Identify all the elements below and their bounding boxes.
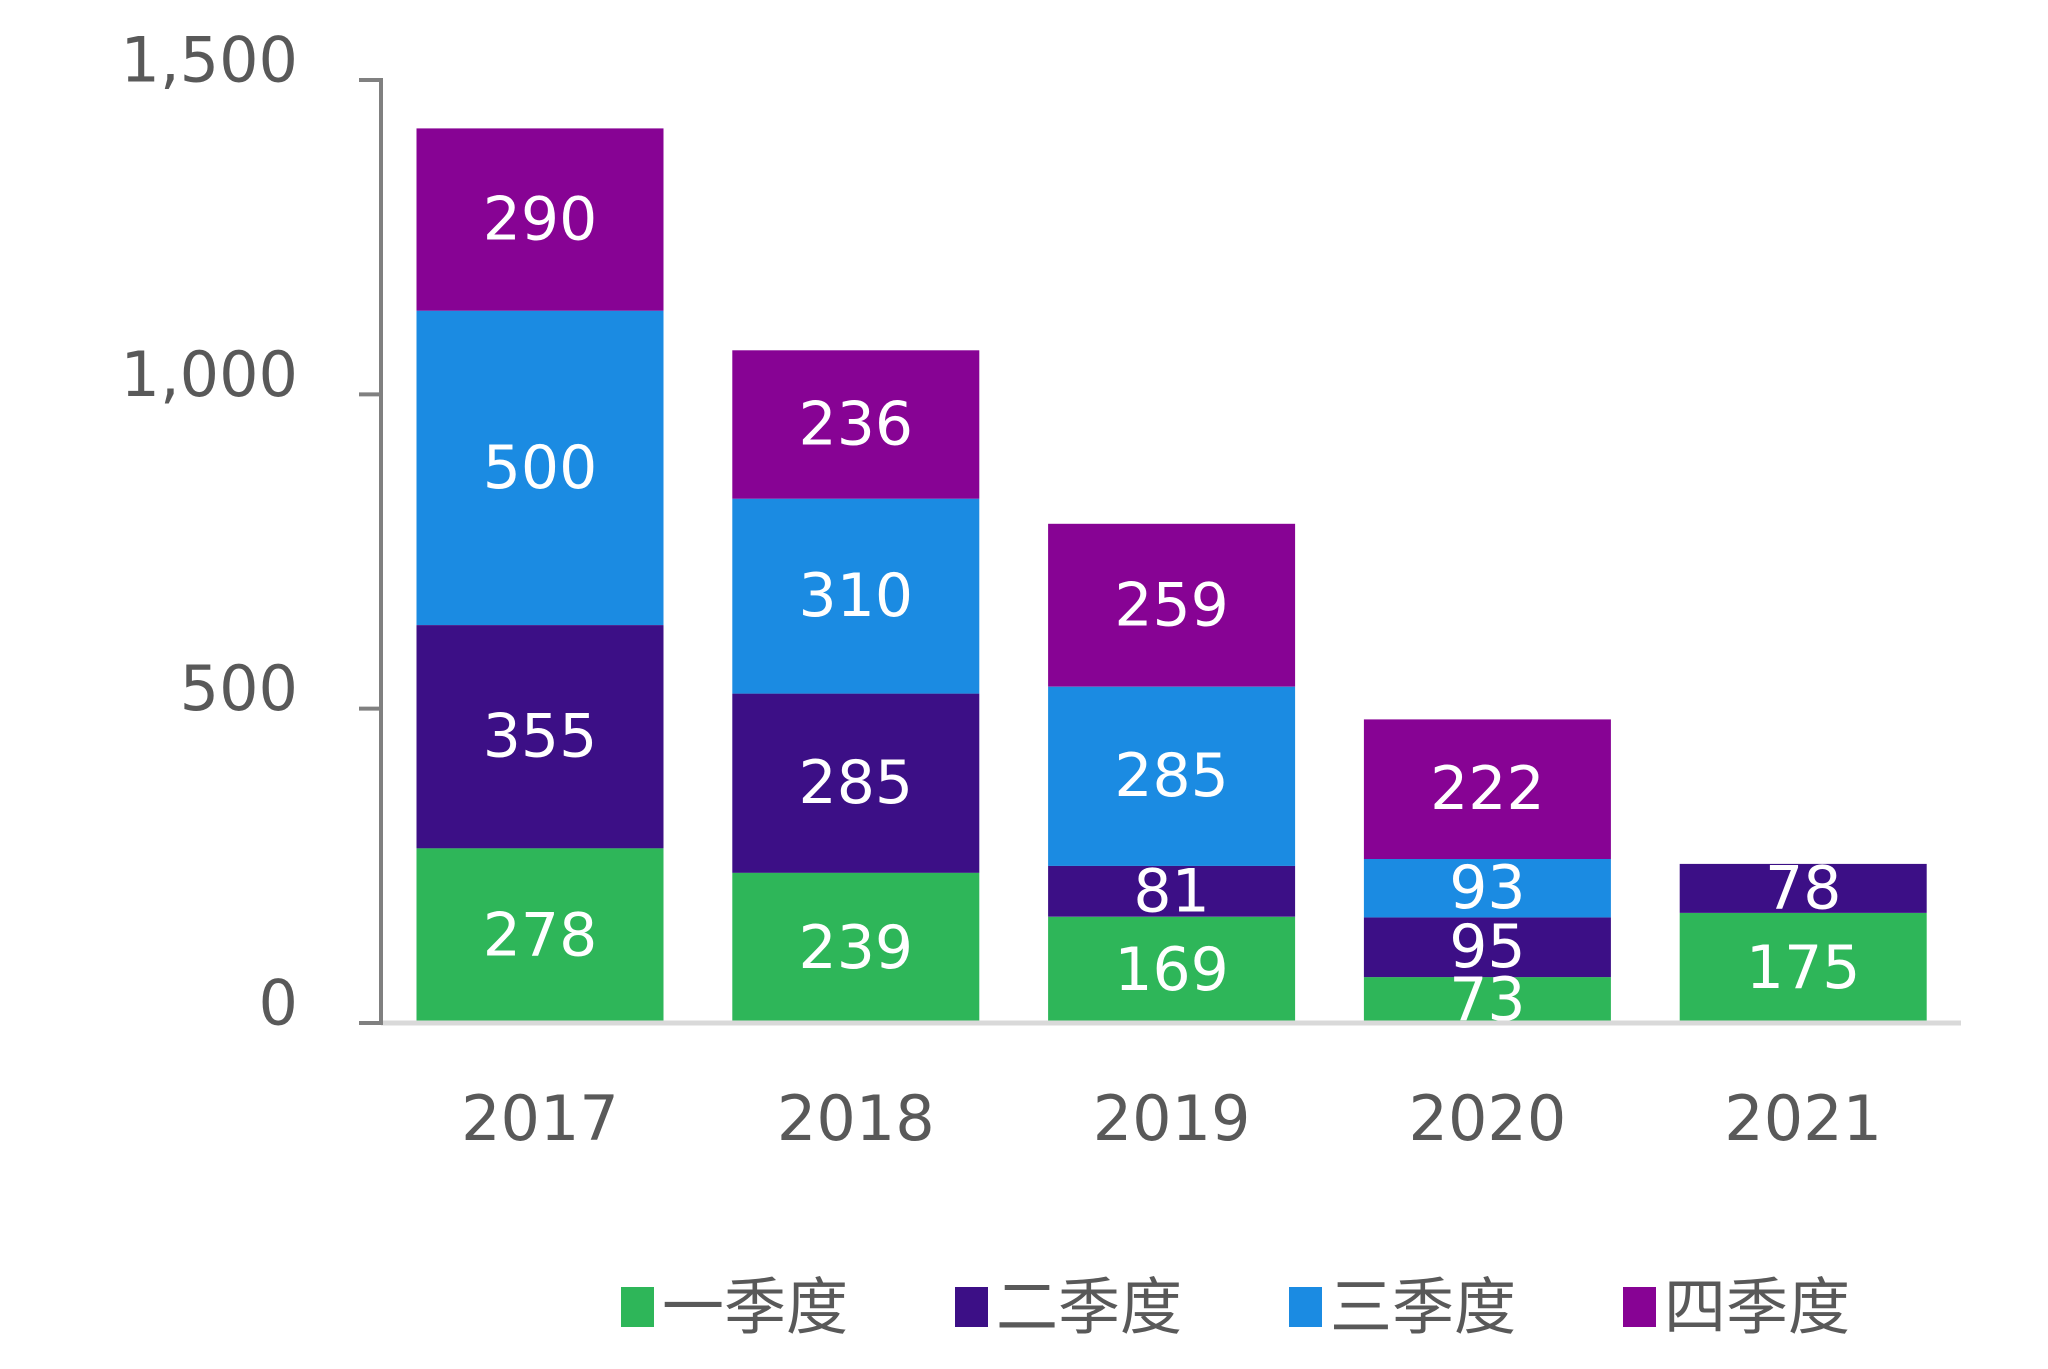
legend-item-q2: 二季度 xyxy=(955,1271,1182,1344)
data-label-2017-q3: 500 xyxy=(483,433,598,503)
data-label-2018-q3: 310 xyxy=(799,561,914,631)
y-tick-label: 0 xyxy=(259,967,298,1040)
bar-segment-2017-q4 xyxy=(416,128,664,311)
axes-layer: 2017 2018 2019 2020 2021 0 500 1,000 1,500 xyxy=(121,24,1961,1155)
legend-swatch-icon xyxy=(955,1287,988,1327)
data-label-2019-q4: 259 xyxy=(1114,570,1229,640)
bar-segment-2017-q2 xyxy=(416,625,664,849)
bar-segment-2018-q4 xyxy=(732,350,980,499)
x-tick-label: 2018 xyxy=(777,1082,935,1155)
data-label-2019-q1: 169 xyxy=(1114,935,1229,1005)
x-tick-label: 2020 xyxy=(1409,1082,1567,1155)
data-label-2017-q4: 290 xyxy=(483,185,598,255)
legend-label: 四季度 xyxy=(1664,1271,1850,1344)
bar-segment-2018-q3 xyxy=(732,498,980,694)
bar-segment-2019-q3 xyxy=(1048,686,1296,866)
data-label-2018-q4: 236 xyxy=(799,390,914,460)
bar-segment-2017-q3 xyxy=(416,310,664,625)
legend: 一季度 二季度 三季度 四季度 xyxy=(621,1271,1850,1344)
legend-label: 二季度 xyxy=(996,1271,1182,1344)
bars-layer xyxy=(416,128,1927,1023)
bar-segment-2019-q2 xyxy=(1048,865,1296,917)
data-label-2017-q2: 355 xyxy=(483,702,598,772)
data-label-2020-q2: 95 xyxy=(1449,912,1525,982)
legend-label: 一季度 xyxy=(662,1271,848,1344)
bar-segment-2019-q4 xyxy=(1048,523,1296,687)
data-label-2021-q2: 78 xyxy=(1765,854,1841,924)
y-tick-label: 1,000 xyxy=(121,338,299,411)
data-label-2020-q3: 93 xyxy=(1449,853,1525,923)
y-tick-label: 500 xyxy=(180,652,298,725)
legend-swatch-icon xyxy=(1623,1287,1656,1327)
data-label-2018-q1: 239 xyxy=(799,913,914,983)
bar-segment-2018-q2 xyxy=(732,693,980,873)
legend-label: 三季度 xyxy=(1330,1271,1516,1344)
bar-segment-2020-q1 xyxy=(1363,977,1611,1023)
bar-segment-2021-q2 xyxy=(1679,863,1927,913)
data-label-2018-q2: 285 xyxy=(799,748,914,818)
data-label-2020-q4: 222 xyxy=(1430,754,1545,824)
data-label-2017-q1: 278 xyxy=(483,901,598,971)
legend-item-q4: 四季度 xyxy=(1623,1271,1850,1344)
x-tick-label: 2019 xyxy=(1093,1082,1251,1155)
legend-item-q1: 一季度 xyxy=(621,1271,848,1344)
bar-segment-2017-q1 xyxy=(416,848,664,1023)
data-labels-layer: 2783555002902392853102361698128525973959… xyxy=(483,185,1861,1035)
bar-segment-2018-q1 xyxy=(732,872,980,1023)
legend-swatch-icon xyxy=(621,1287,654,1327)
data-label-2019-q3: 285 xyxy=(1114,741,1229,811)
legend-swatch-icon xyxy=(1289,1287,1322,1327)
y-tick-label: 1,500 xyxy=(121,24,299,97)
x-tick-label: 2021 xyxy=(1724,1082,1882,1155)
x-tick-label: 2017 xyxy=(461,1082,619,1155)
bar-segment-2020-q4 xyxy=(1363,719,1611,859)
bar-segment-2019-q1 xyxy=(1048,916,1296,1023)
data-label-2019-q2: 81 xyxy=(1133,856,1209,926)
legend-item-q3: 三季度 xyxy=(1289,1271,1516,1344)
bar-segment-2020-q2 xyxy=(1363,917,1611,978)
data-label-2021-q1: 175 xyxy=(1746,933,1861,1003)
bar-segment-2021-q1 xyxy=(1679,913,1927,1023)
bar-segment-2020-q3 xyxy=(1363,858,1611,918)
